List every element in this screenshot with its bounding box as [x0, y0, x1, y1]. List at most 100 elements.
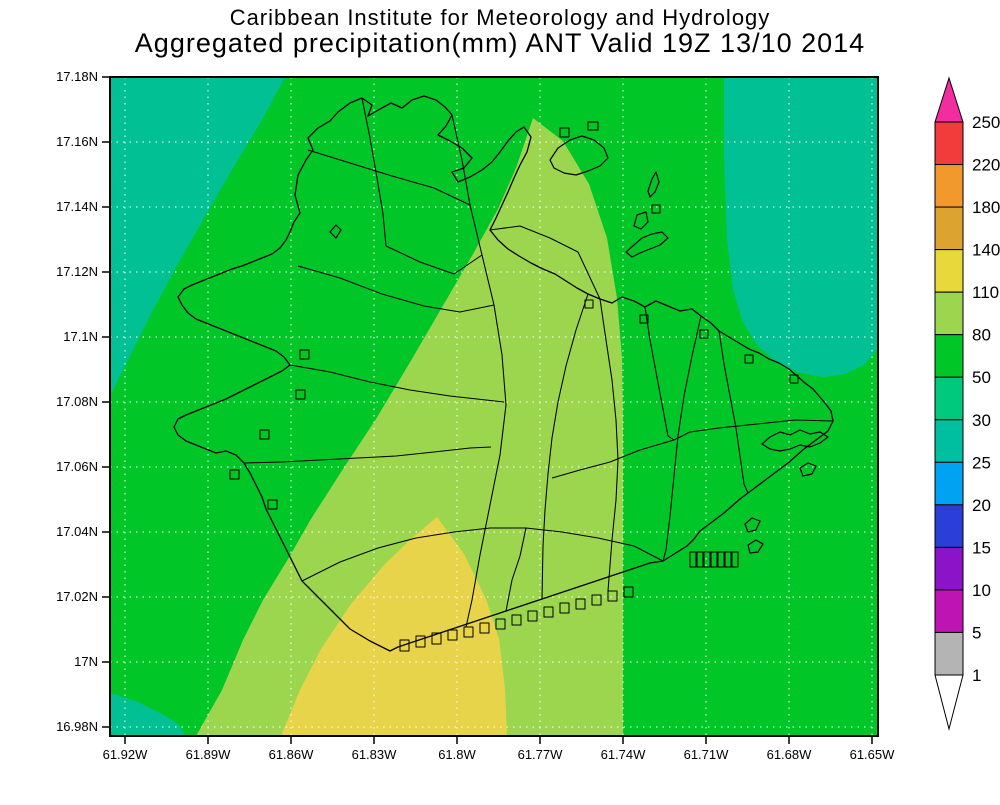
lon-tick-label: 61.86W [269, 747, 315, 762]
colorbar-label: 180 [972, 198, 1000, 217]
coastal-block [703, 551, 711, 568]
islet-outline [647, 171, 660, 198]
coastal-block [259, 429, 270, 440]
lat-tick-label: 17.16N [56, 134, 98, 149]
colorbar-label: 250 [972, 113, 1000, 132]
lat-tick-label: 16.98N [56, 719, 98, 734]
colorbar-segment [934, 504, 964, 548]
coastal-block [744, 354, 754, 364]
lat-tick-label: 17.1N [63, 329, 98, 344]
coastal-block [399, 639, 410, 652]
colorbar-segment [934, 121, 964, 166]
coastal-block [699, 329, 709, 339]
colorbar-label: 15 [972, 538, 991, 557]
lon-tick-label: 61.77W [518, 747, 564, 762]
coastal-block [415, 635, 426, 648]
coastal-block [511, 614, 522, 626]
band-30-50-southwest-corner [110, 693, 186, 736]
colorbar-segment [934, 164, 964, 208]
coastal-block [696, 551, 704, 568]
islet-outline [625, 231, 669, 258]
colorbar-label: 20 [972, 496, 991, 515]
lat-tick-label: 17.18N [56, 69, 98, 84]
watershed-boundary [489, 225, 601, 300]
band-30-50-northeast [724, 77, 878, 377]
islet-outline [799, 462, 817, 477]
colorbar-arrow-bottom [934, 674, 964, 731]
band-110-140-south [281, 517, 507, 736]
colorbar-segment [934, 334, 964, 378]
lat-tick-label: 17.08N [56, 394, 98, 409]
coastal-block [495, 618, 506, 630]
coastal-block [607, 590, 618, 602]
watershed-boundary [644, 306, 675, 441]
colorbar-label: 220 [972, 156, 1000, 175]
axes: 17.18N 17.16N 17.14N 17.12N 17.1N 17.08N 17.06… [56, 69, 895, 762]
coastal-block [295, 389, 306, 400]
colorbar-segment [934, 206, 964, 251]
band-30-50-northwest [110, 77, 285, 396]
coastal-block [229, 469, 240, 480]
coastal-block [689, 551, 697, 568]
islet-outline [329, 224, 342, 239]
lat-tick-label: 17.06N [56, 459, 98, 474]
coastal-block [559, 602, 570, 614]
watershed-boundary [301, 527, 664, 582]
lon-tick-label: 61.65W [850, 747, 896, 762]
coastal-block [584, 299, 594, 309]
lat-tick-label: 17.14N [56, 199, 98, 214]
watershed-boundary [718, 330, 749, 494]
colorbar-arrow-top [934, 76, 964, 123]
colorbar-segment [934, 461, 964, 506]
colorbar-label: 25 [972, 453, 991, 472]
colorbar-segment [934, 249, 964, 293]
islet-outline [744, 517, 761, 533]
coastal-block [431, 632, 442, 645]
coastal-block [591, 594, 602, 606]
lon-tick-label: 61.8W [438, 747, 476, 762]
map-border [109, 76, 879, 737]
colorbar: 250 220 180 140 110 80 50 30 25 20 15 10 5 1 [934, 76, 1000, 731]
watershed-boundary [361, 97, 387, 247]
lon-tick-label: 61.83W [352, 747, 398, 762]
lon-tick-label: 61.74W [601, 747, 647, 762]
colorbar-label: 10 [972, 581, 991, 600]
lon-tick-label: 61.68W [767, 747, 813, 762]
colorbar-label: 30 [972, 411, 991, 430]
plot-title: Aggregated precipitation(mm) ANT Valid 1… [134, 28, 866, 58]
watershed-boundary [385, 245, 483, 275]
coastal-block [267, 499, 278, 510]
coastal-block [299, 349, 310, 360]
coastal-block [447, 629, 458, 641]
colorbar-label: 110 [972, 283, 999, 302]
colorbar-label: 50 [972, 368, 991, 387]
colorbar-segment [934, 631, 964, 676]
watershed-boundary [551, 439, 675, 479]
colorbar-segment [934, 291, 964, 336]
coastal-block [789, 374, 799, 384]
coastal-block [724, 551, 732, 568]
colorbar-segment [934, 376, 964, 421]
island-coastline [173, 95, 834, 652]
watershed-boundary [505, 527, 527, 612]
lat-tick-label: 17.12N [56, 264, 98, 279]
coastal-block [651, 204, 661, 214]
coastal-block [543, 606, 554, 618]
coastal-block [575, 598, 586, 610]
colorbar-label: 140 [972, 241, 1000, 260]
graticule [110, 77, 878, 736]
lon-tick-label: 61.71W [684, 747, 730, 762]
lat-tick-label: 17.04N [56, 524, 98, 539]
coastal-block [639, 314, 649, 324]
watershed-boundary [289, 364, 505, 403]
watershed-boundary [297, 265, 495, 313]
lon-tick-label: 61.92W [103, 747, 149, 762]
colorbar-segment [934, 546, 964, 591]
colorbar-label: 80 [972, 326, 991, 345]
islet-outline [549, 135, 609, 176]
lon-tick-label: 61.89W [186, 747, 232, 762]
coastal-block [623, 586, 634, 598]
coastal-block [731, 551, 739, 568]
